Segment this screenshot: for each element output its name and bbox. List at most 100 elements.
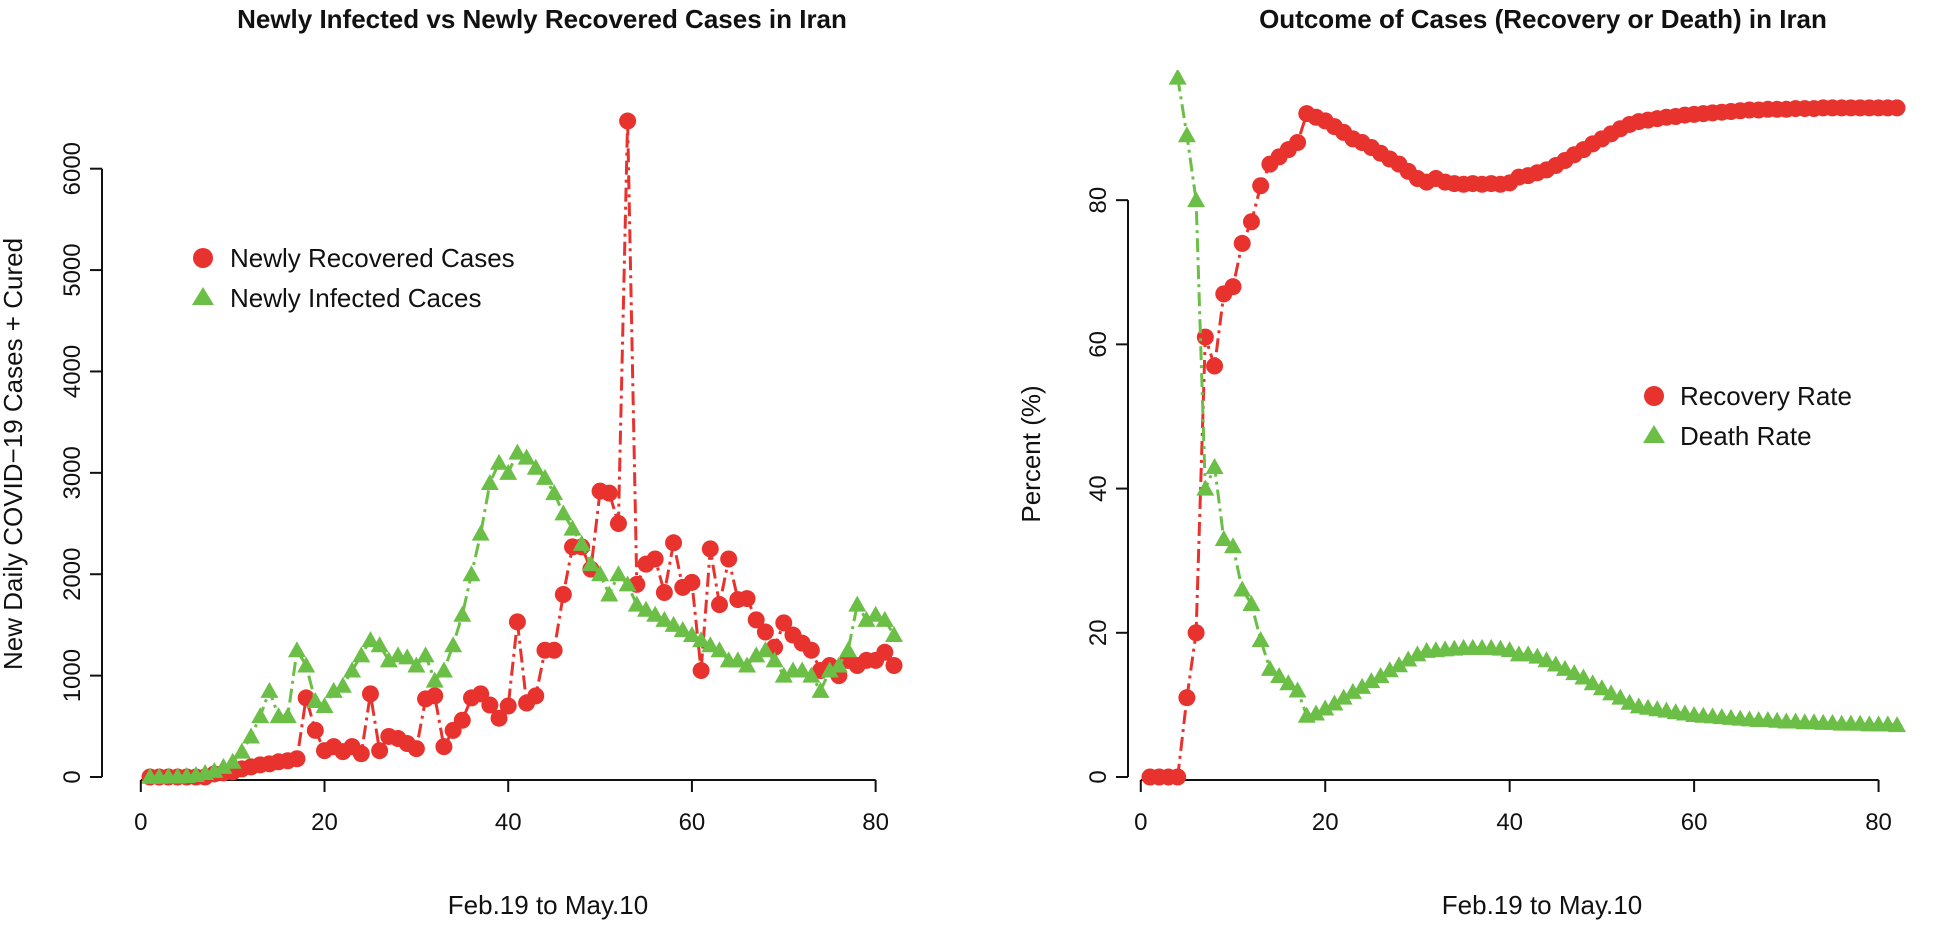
data-point — [1233, 580, 1252, 597]
data-point — [609, 515, 627, 533]
data-point — [361, 685, 379, 703]
y-tick-label: 0 — [1085, 770, 1112, 783]
data-point — [361, 631, 380, 648]
data-point — [554, 586, 572, 604]
data-point — [462, 565, 481, 582]
data-point — [774, 666, 793, 683]
data-point — [1187, 624, 1205, 642]
data-point — [820, 661, 839, 678]
data-point — [1224, 537, 1242, 554]
data-point — [747, 646, 766, 663]
chart-right: Outcome of Cases (Recovery or Death) in … — [1016, 4, 1906, 920]
data-point — [508, 443, 527, 460]
data-point — [747, 611, 765, 629]
data-point — [857, 610, 876, 627]
data-point — [1224, 278, 1242, 296]
data-point — [1168, 70, 1187, 85]
data-point — [1233, 234, 1251, 252]
data-point — [223, 752, 242, 769]
data-point — [1362, 672, 1381, 689]
data-point — [720, 550, 738, 568]
data-point — [701, 636, 720, 653]
data-point — [1187, 191, 1206, 208]
data-point — [627, 595, 646, 612]
data-point — [692, 662, 710, 680]
data-point — [1583, 674, 1602, 691]
data-point — [371, 742, 389, 760]
data-point — [315, 697, 334, 714]
data-point — [728, 651, 747, 668]
data-point — [1205, 457, 1224, 474]
y-tick-label: 4000 — [59, 345, 86, 398]
y-tick-label: 0 — [59, 770, 86, 783]
data-point — [802, 666, 821, 683]
data-point — [581, 555, 600, 572]
data-point — [1620, 693, 1639, 710]
data-point — [710, 641, 729, 658]
data-point — [545, 641, 563, 659]
data-point — [1353, 677, 1372, 694]
data-point — [600, 484, 618, 502]
data-point — [848, 595, 867, 612]
data-point — [398, 648, 417, 665]
chart-right-title: Outcome of Cases (Recovery or Death) in … — [1259, 4, 1827, 34]
data-point — [1206, 357, 1224, 375]
series-newly-recovered-cases — [141, 112, 903, 786]
data-point — [527, 687, 545, 705]
data-point — [1288, 681, 1307, 698]
series-line — [150, 119, 896, 779]
data-point — [426, 687, 444, 705]
data-point — [205, 761, 224, 778]
chart-left: Newly Infected vs Newly Recovered Cases … — [0, 4, 903, 920]
data-point — [646, 550, 664, 568]
data-point — [1556, 659, 1574, 676]
data-point — [811, 681, 830, 698]
data-point — [554, 504, 573, 521]
data-point — [1390, 656, 1408, 673]
data-point — [490, 709, 508, 727]
data-point — [655, 583, 673, 601]
x-tick-label: 40 — [495, 809, 522, 836]
data-point — [591, 565, 610, 582]
data-point — [710, 596, 728, 614]
data-point — [682, 626, 701, 643]
chart-left-y-label: New Daily COVID−19 Cases + Cured — [0, 238, 28, 670]
data-point — [324, 681, 343, 698]
data-point — [444, 636, 463, 653]
x-tick-label: 60 — [679, 809, 706, 836]
series-newly-infected-caces — [141, 443, 903, 784]
y-tick-label: 1000 — [59, 649, 86, 702]
legend-label-death-rate: Death Rate — [1680, 421, 1812, 451]
data-point — [1888, 99, 1906, 117]
data-point — [278, 707, 297, 724]
data-point — [1611, 688, 1630, 705]
data-point — [793, 661, 812, 678]
legend-label-recovery-rate: Recovery Rate — [1680, 381, 1852, 411]
data-point — [481, 696, 499, 714]
data-point — [1888, 716, 1906, 733]
data-point — [1251, 631, 1270, 647]
data-point — [370, 636, 389, 653]
data-point — [343, 661, 362, 678]
data-point — [1214, 530, 1233, 547]
data-point — [1565, 664, 1584, 681]
y-tick-label: 80 — [1085, 187, 1112, 214]
data-point — [1260, 659, 1279, 676]
data-point — [434, 661, 453, 678]
data-point — [1316, 699, 1335, 716]
data-point — [1399, 650, 1418, 667]
data-point — [1500, 641, 1519, 658]
data-point — [829, 656, 848, 673]
data-point — [407, 740, 425, 758]
data-point — [416, 646, 435, 663]
data-point — [609, 565, 628, 582]
data-point — [665, 534, 683, 552]
data-point — [885, 626, 903, 643]
chart-left-series — [141, 112, 903, 786]
x-tick-label: 40 — [1496, 809, 1523, 836]
data-point — [508, 613, 526, 631]
data-point — [1371, 667, 1390, 684]
data-point — [875, 610, 894, 627]
data-point — [535, 468, 554, 485]
